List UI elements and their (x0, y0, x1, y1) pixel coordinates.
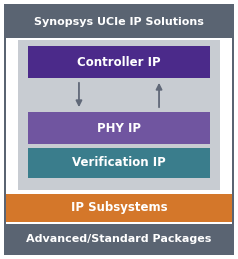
Text: IP Subsystems: IP Subsystems (71, 202, 167, 214)
FancyBboxPatch shape (4, 4, 234, 255)
FancyBboxPatch shape (6, 6, 232, 38)
FancyBboxPatch shape (6, 6, 232, 253)
Text: PHY IP: PHY IP (97, 121, 141, 134)
FancyBboxPatch shape (28, 46, 210, 78)
FancyBboxPatch shape (6, 224, 232, 253)
FancyBboxPatch shape (18, 40, 220, 190)
Text: Advanced/Standard Packages: Advanced/Standard Packages (26, 234, 212, 243)
Text: Verification IP: Verification IP (72, 156, 166, 169)
Text: Synopsys UCIe IP Solutions: Synopsys UCIe IP Solutions (34, 17, 204, 27)
FancyBboxPatch shape (28, 148, 210, 178)
FancyBboxPatch shape (6, 194, 232, 222)
Text: Controller IP: Controller IP (77, 55, 161, 68)
FancyBboxPatch shape (28, 112, 210, 144)
